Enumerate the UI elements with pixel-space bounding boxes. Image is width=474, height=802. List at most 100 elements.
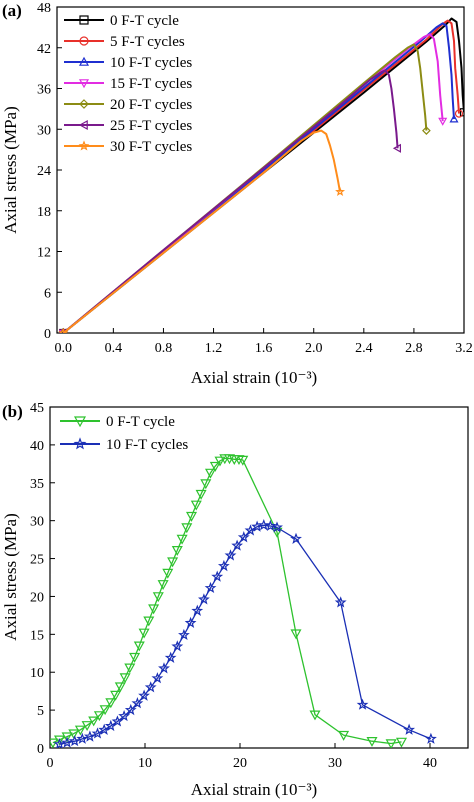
a-legend-label-15-f-t-cycles: 15 F-T cycles: [110, 76, 192, 92]
a-x-tick-label: 0.8: [155, 341, 173, 356]
a-legend-label-30-f-t-cycles: 30 F-T cycles: [110, 139, 192, 155]
a-legend-item-10-f-t-cycles: 10 F-T cycles: [64, 55, 192, 71]
b-point-0-f-t-cycle: [237, 455, 249, 466]
b-series-0-f-t-cycle: [50, 454, 408, 748]
b-point-10-f-t-cycles: [356, 698, 369, 710]
b-point-0-f-t-cycle: [133, 641, 145, 652]
b-point-10-f-t-cycles: [224, 549, 237, 561]
b-point-0-f-t-cycle: [157, 580, 169, 591]
b-point-10-f-t-cycles: [104, 719, 117, 732]
b-point-10-f-t-cycles: [151, 672, 164, 684]
b-series-10-f-t-cycles: [53, 519, 437, 748]
a-line-10-f-t-cycles: [62, 22, 455, 333]
b-point-0-f-t-cycle: [148, 604, 160, 615]
b-legend-item-0-f-t-cycle: 0 F-T cycle: [60, 414, 175, 430]
a-point-10-f-t-cycles: [449, 114, 459, 123]
b-point-10-f-t-cycles: [191, 604, 204, 616]
a-legend-item-25-f-t-cycles: 25 F-T cycles: [64, 118, 192, 134]
b-point-10-f-t-cycles: [425, 732, 437, 744]
a-legend-marker-0-f-t-cycle: [79, 15, 89, 25]
a-x-tick-label: 0.0: [55, 341, 73, 356]
b-legend-item-10-f-t-cycles: 10 F-T cycles: [60, 437, 188, 453]
b-legend-marker-10-f-t-cycles: [73, 437, 87, 450]
b-y-tick-label: 10: [30, 666, 44, 681]
a-y-tick-label: 0: [44, 327, 51, 342]
b-point-10-f-t-cycles: [76, 732, 89, 744]
a-point-5-f-t-cycles: [454, 109, 464, 118]
b-point-0-f-t-cycle: [171, 545, 183, 556]
b-point-0-f-t-cycle: [309, 710, 321, 721]
b-point-10-f-t-cycles: [98, 723, 111, 735]
a-y-tick-label: 36: [37, 83, 51, 98]
b-point-0-f-t-cycle: [114, 682, 126, 693]
a-point-15-f-t-cycles: [438, 117, 448, 126]
a-y-tick-label: 18: [37, 205, 51, 220]
b-point-0-f-t-cycle: [61, 732, 73, 743]
b-point-0-f-t-cycle: [190, 500, 202, 511]
b-point-10-f-t-cycles: [178, 628, 190, 641]
a-legend-item-20-f-t-cycles: 20 F-T cycles: [64, 97, 192, 113]
a-legend-marker-30-f-t-cycles: [78, 140, 90, 151]
b-point-10-f-t-cycles: [111, 715, 124, 727]
b-legend-label-10-f-t-cycles: 10 F-T cycles: [106, 437, 188, 453]
a-x-tick-label: 2.8: [405, 341, 423, 356]
b-point-0-f-t-cycle: [152, 592, 164, 603]
panel-b-plot-frame: [49, 406, 469, 749]
a-legend-marker-25-f-t-cycles: [78, 119, 88, 131]
b-point-10-f-t-cycles: [334, 596, 347, 608]
b-y-tick-label: 25: [30, 553, 44, 568]
a-legend-marker-15-f-t-cycles: [78, 79, 90, 89]
a-y-tick-label: 12: [37, 246, 51, 261]
b-y-tick-label: 35: [30, 477, 44, 492]
a-legend-item-5-f-t-cycles: 5 F-T cycles: [64, 34, 185, 50]
b-point-10-f-t-cycles: [91, 727, 104, 739]
b-point-10-f-t-cycles: [198, 593, 210, 605]
b-point-0-f-t-cycle: [68, 729, 80, 740]
b-point-0-f-t-cycle: [385, 739, 397, 748]
b-point-0-f-t-cycle: [185, 511, 198, 522]
b-point-10-f-t-cycles: [204, 581, 217, 594]
b-point-0-f-t-cycle: [105, 698, 117, 709]
b-point-10-f-t-cycles: [158, 662, 170, 674]
a-legend-label-10-f-t-cycles: 10 F-T cycles: [110, 55, 192, 71]
b-point-0-f-t-cycle: [338, 730, 350, 741]
a-legend-label-0-f-t-cycle: 0 F-T cycle: [110, 13, 179, 29]
b-point-10-f-t-cycles: [290, 532, 302, 544]
b-point-0-f-t-cycle: [81, 721, 93, 732]
b-y-tick-label: 0: [37, 742, 44, 757]
a-x-tick-label: 0.4: [105, 341, 123, 356]
b-point-10-f-t-cycles: [53, 737, 66, 748]
b-point-10-f-t-cycles: [264, 519, 277, 531]
b-point-0-f-t-cycle: [138, 628, 150, 639]
panel-b-label: (b): [2, 402, 23, 421]
b-point-0-f-t-cycle: [209, 461, 221, 472]
b-point-10-f-t-cycles: [171, 640, 184, 652]
a-y-tick-label: 30: [37, 123, 51, 138]
a-point-20-f-t-cycles: [422, 126, 431, 135]
a-legend-marker-5-f-t-cycles: [79, 36, 89, 46]
a-x-tick-label: 2.0: [305, 341, 323, 356]
a-legend-item-30-f-t-cycles: 30 F-T cycles: [64, 139, 192, 155]
b-point-0-f-t-cycle: [366, 736, 378, 747]
b-point-0-f-t-cycle: [395, 737, 408, 748]
b-point-0-f-t-cycle: [162, 568, 174, 579]
b-point-10-f-t-cycles: [144, 681, 157, 693]
panel-a-y-axis-label: Axial stress (MPa): [1, 106, 20, 233]
b-point-10-f-t-cycles: [164, 651, 177, 663]
b-line-0-f-t-cycle: [52, 457, 402, 745]
a-legend-label-20-f-t-cycles: 20 F-T cycles: [110, 97, 192, 113]
b-point-10-f-t-cycles: [403, 723, 416, 735]
a-point-30-f-t-cycles: [335, 186, 346, 197]
a-legend-label-25-f-t-cycles: 25 F-T cycles: [110, 118, 192, 134]
b-point-10-f-t-cycles: [244, 524, 257, 536]
b-x-tick-label: 0: [47, 756, 54, 771]
b-y-tick-label: 45: [30, 401, 44, 416]
a-legend-marker-10-f-t-cycles: [78, 56, 90, 66]
b-point-10-f-t-cycles: [138, 689, 150, 701]
b-point-0-f-t-cycle: [214, 456, 226, 467]
b-point-10-f-t-cycles: [231, 539, 243, 551]
a-y-tick-label: 48: [37, 1, 51, 16]
b-point-0-f-t-cycle: [233, 455, 245, 466]
a-series-30-f-t-cycles: [58, 129, 346, 333]
b-point-0-f-t-cycle: [119, 673, 131, 684]
